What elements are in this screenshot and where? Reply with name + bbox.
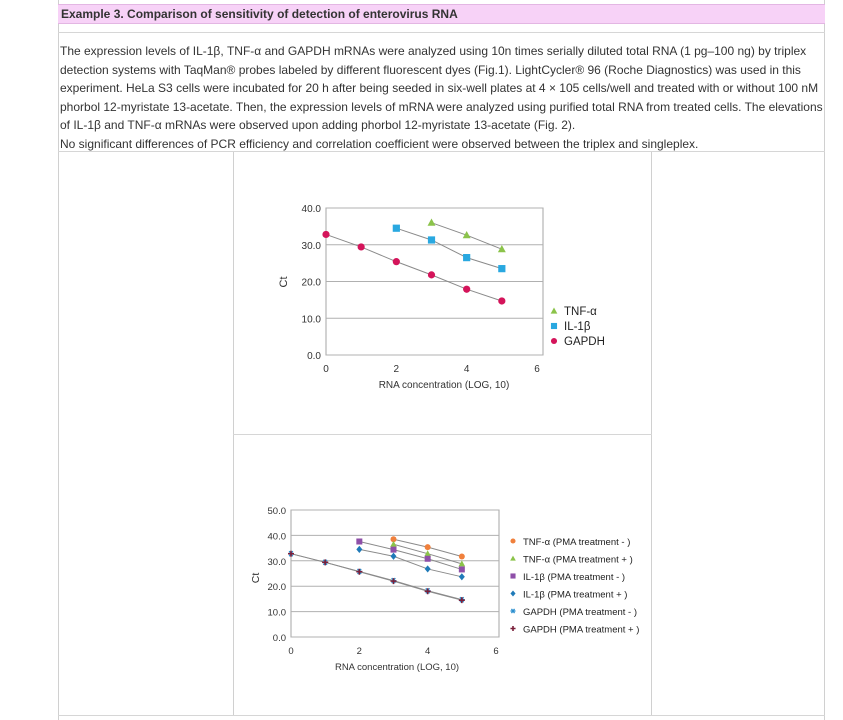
data-point bbox=[427, 236, 436, 244]
trend-line bbox=[359, 548, 462, 578]
legend-marker bbox=[510, 538, 516, 544]
figure-1-chart: 0.0 10.0 20.0 30.0 40.0 0 2 4 6 RNA concentration… bbox=[278, 204, 605, 391]
x-tick-label: 6 bbox=[534, 364, 540, 375]
legend-marker bbox=[550, 322, 558, 330]
paragraph-2: No significant differences of PCR effici… bbox=[60, 136, 699, 151]
y-tick-label: 20.0 bbox=[268, 582, 287, 593]
x-tick-label: 2 bbox=[357, 646, 362, 657]
data-point bbox=[424, 544, 431, 551]
data-point bbox=[392, 224, 400, 232]
paragraph-1: The expression levels of IL-1β, TNF-α an… bbox=[60, 44, 823, 133]
data-point bbox=[390, 552, 397, 560]
data-point bbox=[424, 588, 431, 595]
y-axis-label: Ct bbox=[278, 277, 290, 288]
x-tick-label: 4 bbox=[425, 646, 430, 657]
section-title: Example 3. Comparison of sensitivity of … bbox=[58, 4, 825, 24]
description-text: The expression levels of IL-1β, TNF-α an… bbox=[60, 42, 824, 154]
data-point bbox=[424, 555, 431, 562]
divider bbox=[58, 151, 825, 152]
divider bbox=[58, 715, 825, 716]
x-tick-label: 0 bbox=[288, 646, 293, 657]
data-point bbox=[458, 573, 465, 581]
trend-line bbox=[325, 233, 502, 302]
data-point bbox=[498, 265, 506, 273]
legend-marker bbox=[510, 625, 516, 632]
figure-1-panel: 0.0 10.0 20.0 30.0 40.0 0 2 4 6 RNA concentration… bbox=[233, 152, 652, 434]
data-point bbox=[458, 553, 465, 560]
data-point bbox=[463, 285, 471, 293]
data-point bbox=[322, 230, 330, 239]
data-point bbox=[288, 550, 294, 557]
data-point bbox=[390, 578, 397, 585]
y-tick-label: 10.0 bbox=[302, 314, 322, 325]
y-tick-label: 20.0 bbox=[302, 278, 322, 289]
legend-label: GAPDH bbox=[564, 336, 605, 348]
legend-label: TNF-α (PMA treatment + ) bbox=[523, 555, 633, 566]
data-point bbox=[357, 243, 365, 251]
data-point bbox=[356, 538, 363, 545]
x-tick-label: 0 bbox=[323, 364, 329, 375]
content-frame bbox=[58, 0, 825, 720]
legend-label: IL-1β (PMA treatment + ) bbox=[523, 590, 627, 601]
legend-label: GAPDH (PMA treatment - ) bbox=[523, 607, 637, 618]
y-tick-label: 30.0 bbox=[302, 241, 322, 252]
x-axis-label: RNA concentration (LOG, 10) bbox=[379, 380, 510, 391]
y-tick-label: 0.0 bbox=[307, 351, 321, 362]
data-point bbox=[356, 568, 363, 575]
data-point bbox=[427, 271, 436, 279]
data-point bbox=[497, 245, 506, 253]
data-point bbox=[458, 566, 465, 573]
trend-line bbox=[359, 541, 462, 570]
x-tick-label: 2 bbox=[394, 364, 400, 375]
y-tick-label: 50.0 bbox=[268, 506, 287, 517]
legend-label: IL-1β bbox=[564, 321, 591, 333]
y-tick-label: 10.0 bbox=[268, 608, 287, 619]
divider bbox=[58, 32, 825, 33]
data-point bbox=[463, 254, 471, 262]
legend-label: IL-1β (PMA treatment - ) bbox=[523, 572, 625, 583]
y-tick-label: 0.0 bbox=[273, 633, 286, 644]
data-point bbox=[424, 565, 431, 573]
legend-marker bbox=[550, 307, 558, 314]
data-point bbox=[390, 540, 397, 547]
data-point bbox=[322, 559, 329, 566]
plot-area bbox=[290, 509, 500, 638]
y-tick-label: 40.0 bbox=[302, 204, 322, 215]
legend-label: TNF-α (PMA treatment - ) bbox=[523, 537, 630, 548]
figure-2-chart: 0.0 10.0 20.0 30.0 40.0 50.0 0 2 4 6 RNA concentra… bbox=[250, 506, 639, 673]
trend-line bbox=[290, 553, 462, 601]
data-point bbox=[458, 597, 465, 604]
legend-label: TNF-α bbox=[564, 306, 597, 318]
x-tick-label: 6 bbox=[493, 646, 498, 657]
legend-marker bbox=[510, 608, 516, 614]
figure-2-panel: 0.0 10.0 20.0 30.0 40.0 50.0 0 2 4 6 RNA concentra… bbox=[233, 435, 652, 715]
legend-marker bbox=[550, 337, 558, 345]
data-point bbox=[392, 258, 400, 266]
legend-marker bbox=[510, 590, 516, 597]
y-axis-label: Ct bbox=[250, 573, 262, 584]
y-tick-label: 40.0 bbox=[268, 531, 287, 542]
data-point bbox=[390, 546, 397, 553]
x-tick-label: 4 bbox=[464, 364, 470, 375]
x-axis-label: RNA concentration (LOG, 10) bbox=[335, 662, 459, 673]
legend-marker bbox=[510, 555, 516, 561]
legend-label: GAPDH (PMA treatment + ) bbox=[523, 625, 639, 636]
y-tick-label: 30.0 bbox=[268, 557, 287, 568]
trend-line bbox=[396, 227, 502, 270]
data-point bbox=[390, 536, 397, 543]
data-point bbox=[458, 560, 466, 567]
data-point bbox=[356, 545, 363, 553]
data-point bbox=[424, 550, 431, 557]
divider bbox=[233, 434, 652, 435]
legend-marker bbox=[510, 573, 516, 579]
data-point bbox=[427, 218, 436, 226]
data-point bbox=[462, 231, 471, 239]
data-point bbox=[498, 297, 506, 305]
